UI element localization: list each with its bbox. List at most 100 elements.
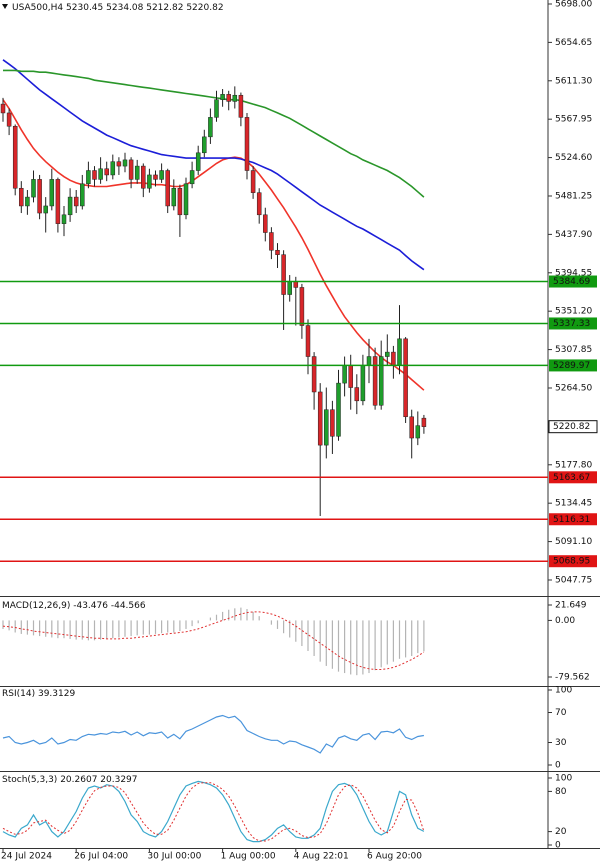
- macd-bar: [69, 620, 71, 639]
- candle-body: [330, 409, 335, 437]
- candle-body: [141, 165, 146, 189]
- indicator-name: RSI(14): [2, 689, 35, 699]
- macd-bar: [154, 620, 157, 634]
- symbol-header: USA500,H4 5230.45 5234.08 5212.82 5220.8…: [12, 3, 224, 13]
- macd-bar: [179, 620, 181, 632]
- macd-bar: [228, 609, 230, 621]
- macd-bar: [148, 620, 150, 635]
- candle-body: [281, 254, 286, 295]
- macd-bar: [93, 620, 96, 641]
- macd-bar: [167, 620, 169, 633]
- level-label: 5384.69: [553, 277, 590, 287]
- macd-bar: [75, 620, 77, 640]
- candle-body: [226, 94, 231, 102]
- macd-bar: [81, 620, 83, 640]
- macd-bar: [325, 620, 327, 666]
- y-tick-label: 80: [555, 787, 567, 797]
- macd-bar: [87, 620, 89, 641]
- candle-body: [354, 387, 360, 402]
- candle-body: [336, 382, 341, 437]
- candle-body: [342, 365, 347, 384]
- macd-bar: [100, 620, 102, 640]
- macd-bar: [209, 617, 211, 621]
- x-tick-label: 4 Aug 22:01: [294, 852, 349, 861]
- y-tick-label: 20: [555, 827, 567, 837]
- moving-average: [2, 99, 425, 391]
- candle-body: [134, 165, 140, 180]
- macd-bar: [234, 608, 236, 621]
- macd-bar: [301, 620, 303, 647]
- candle-body: [385, 351, 390, 357]
- macd-bar: [215, 614, 218, 621]
- candle-body: [177, 187, 183, 216]
- x-tick-label: 30 Jul 00:00: [147, 852, 201, 861]
- signal-line: [2, 611, 425, 670]
- k-value: 20.2607: [60, 775, 97, 785]
- candle-body: [165, 170, 170, 207]
- macd-bar: [368, 620, 370, 674]
- close-value: 5220.82: [186, 3, 223, 13]
- y-tick-label: 5524.60: [555, 153, 592, 163]
- candle-body: [104, 168, 109, 176]
- macd-bar: [14, 620, 16, 633]
- macd-bar: [344, 620, 346, 674]
- candle-body: [116, 161, 122, 167]
- macd-value: -43.476: [73, 601, 108, 611]
- level-label: 5068.95: [553, 557, 590, 567]
- macd-bar: [405, 620, 407, 658]
- macd-bar: [45, 620, 47, 637]
- level-label: 5163.67: [553, 473, 590, 483]
- macd-bar: [197, 620, 199, 624]
- macd-bar: [246, 609, 248, 621]
- y-tick-label: 0: [555, 761, 561, 771]
- low-value: 5212.82: [146, 3, 183, 13]
- macd-bar: [423, 620, 425, 652]
- indicator-name: MACD(12,26,9): [2, 601, 70, 611]
- candle-body: [232, 94, 238, 102]
- candle-body: [317, 391, 323, 446]
- macd-bar: [386, 620, 388, 665]
- macd-bar: [295, 620, 297, 642]
- macd-bar: [222, 611, 224, 621]
- y-tick-label: 5481.25: [555, 191, 592, 201]
- candle-body: [287, 280, 292, 295]
- candle-body: [0, 103, 6, 114]
- macd-bar: [319, 620, 321, 662]
- y-tick-label: 100: [555, 686, 572, 696]
- macd-bar: [417, 620, 419, 654]
- macd-bar: [398, 620, 401, 659]
- macd-bar: [8, 620, 10, 631]
- macd-bar: [283, 620, 285, 634]
- y-tick-label: -79.562: [555, 673, 590, 683]
- macd-bar: [307, 620, 309, 651]
- macd-header: MACD(12,26,9) -43.476 -44.566: [2, 601, 146, 611]
- candle-body: [147, 174, 152, 189]
- macd-bar: [32, 620, 35, 636]
- macd-bar: [124, 620, 126, 637]
- macd-bar: [20, 620, 22, 634]
- moving-average: [3, 69, 425, 198]
- y-tick-label: 100: [555, 774, 572, 784]
- candle-body: [372, 356, 378, 406]
- candle-body: [19, 187, 24, 207]
- d-value: 20.3297: [100, 775, 137, 785]
- candle-body: [409, 416, 414, 439]
- candle-body: [92, 170, 97, 180]
- candle-body: [348, 365, 353, 388]
- candle-body: [378, 356, 384, 406]
- candle-body: [366, 356, 372, 366]
- y-tick-label: 5091.10: [555, 537, 592, 547]
- macd-bar: [276, 620, 279, 629]
- macd-bar: [26, 620, 28, 635]
- x-tick-label: 6 Aug 20:00: [367, 852, 422, 861]
- candle-body: [171, 187, 177, 207]
- candle-body: [214, 99, 219, 118]
- candle-body: [195, 152, 201, 171]
- level-tag: [549, 275, 597, 288]
- macd-bar: [411, 620, 413, 656]
- macd-bar: [252, 611, 254, 621]
- macd-bar: [362, 620, 364, 675]
- y-tick-label: 5698.00: [555, 0, 592, 9]
- y-tick-label: 21.649: [555, 601, 587, 611]
